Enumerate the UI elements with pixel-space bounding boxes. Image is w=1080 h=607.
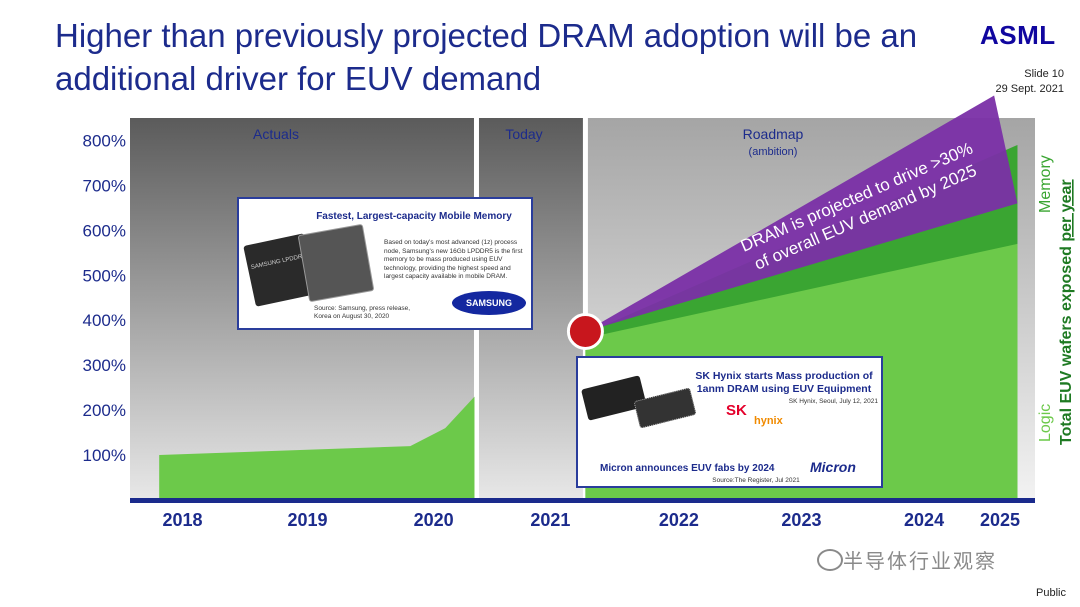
y-tick-label: 100% <box>83 446 126 465</box>
chip-back-image <box>297 223 375 303</box>
x-tick-label: 2020 <box>414 510 454 530</box>
x-tick-label: 2022 <box>659 510 699 530</box>
today-marker <box>566 312 604 350</box>
y-tick-label: 700% <box>83 176 126 195</box>
classification-label: Public <box>1036 587 1066 599</box>
period-label: Today <box>505 126 542 142</box>
series-label-logic: Logic <box>1037 404 1054 442</box>
slide-date: 29 Sept. 2021 <box>995 83 1064 95</box>
samsung-callout-title: Fastest, Largest-capacity Mobile Memory <box>316 211 512 222</box>
micron-logo: Micron <box>810 459 856 475</box>
micron-callout-source: Source:The Register, Jul 2021 <box>712 477 800 484</box>
y-tick-label: 500% <box>83 266 126 285</box>
y-axis-title: Total EUV wafers exposed per year <box>1058 179 1075 445</box>
y-axis-title-main: Total EUV wafers exposed <box>1058 242 1075 445</box>
y-tick-label: 200% <box>83 401 126 420</box>
slide-number: Slide 10 <box>1024 68 1064 80</box>
skhynix-callout-source: SK Hynix, Seoul, July 12, 2021 <box>788 398 878 405</box>
x-axis-line <box>130 498 1035 503</box>
y-tick-label: 600% <box>83 221 126 240</box>
x-tick-label: 2025 <box>980 510 1020 530</box>
hynix-logo: hynix <box>754 415 783 427</box>
x-tick-label: 2018 <box>163 510 203 530</box>
x-tick-label: 2019 <box>287 510 327 530</box>
watermark-text: 半导体行业观察 <box>843 551 997 573</box>
x-tick-label: 2024 <box>904 510 944 530</box>
skhynix-callout: SK Hynix starts Mass production of 1anm … <box>576 356 883 488</box>
wechat-icon <box>817 549 843 571</box>
y-tick-label: 800% <box>83 131 126 150</box>
dram-projection-wedge <box>585 95 1018 332</box>
slide-title: Higher than previously projected DRAM ad… <box>55 17 918 97</box>
period-sublabel: (ambition) <box>749 146 798 158</box>
logic-area-actuals <box>159 396 475 500</box>
x-tick-label: 2023 <box>781 510 821 530</box>
period-label: Actuals <box>253 126 299 142</box>
series-label-memory: Memory <box>1037 155 1054 213</box>
period-label: Roadmap <box>743 126 804 142</box>
asml-logo: ASML <box>980 20 1056 50</box>
skhynix-callout-title: SK Hynix starts Mass production of 1anm … <box>695 370 873 395</box>
x-tick-label: 2021 <box>530 510 570 530</box>
y-tick-label: 300% <box>83 356 126 375</box>
micron-callout-text: Micron announces EUV fabs by 2024 <box>600 463 775 474</box>
samsung-callout-source: Source: Samsung, press release, Korea on… <box>314 305 411 320</box>
y-tick-label: 400% <box>83 311 126 330</box>
samsung-callout-body: Based on today's most advanced (1z) proc… <box>384 239 523 280</box>
sk-logo: SK <box>726 402 747 419</box>
y-axis-title-emphasis: per year <box>1058 179 1075 241</box>
samsung-logo: SAMSUNG <box>452 291 526 315</box>
samsung-callout: Fastest, Largest-capacity Mobile Memory … <box>237 197 533 330</box>
